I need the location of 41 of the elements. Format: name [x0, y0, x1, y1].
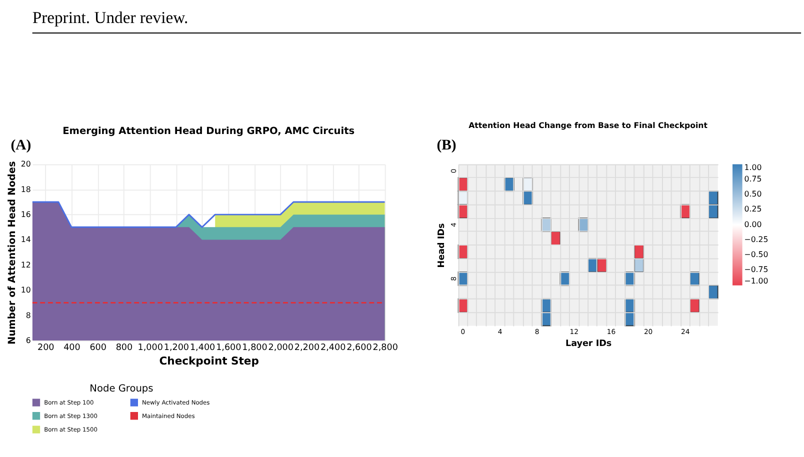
chart-title: Attention Head Change from Base to Final Checkpoint	[468, 120, 708, 130]
y-tick-label: 10	[20, 286, 31, 295]
color-bar-label: −0.25	[744, 234, 768, 244]
color-bar-label: 0.75	[744, 174, 762, 184]
x-tick-label: 1,400	[190, 342, 216, 353]
x-tick-label: 2,400	[320, 342, 346, 353]
x-tick-label: 1,000	[138, 342, 164, 353]
y-axis-title: Number of Attention Head Nodes	[7, 160, 18, 345]
y-tick-label: 20	[20, 160, 31, 169]
y-tick-label: 6	[26, 336, 31, 345]
legend-title: Node Groups	[90, 383, 154, 394]
text: (A)	[10, 138, 32, 154]
x-tick-label: 2,000	[268, 342, 294, 353]
x-tick-label: 600	[90, 342, 107, 353]
x-tick-label: 1,800	[242, 342, 268, 353]
x-tick-label: 2,200	[294, 342, 320, 353]
text: (B)	[436, 138, 456, 154]
y-tick-label: 8	[26, 310, 31, 320]
x-tick-label: 200	[37, 342, 55, 353]
color-bar-label: 0.00	[744, 220, 762, 229]
chart-title: Emerging Attention Head During GRPO, AMC Circuits	[62, 126, 355, 137]
color-bar-label: −0.50	[744, 250, 768, 260]
x-tick-label: 2,600	[346, 342, 372, 353]
text: Preprint. Under review.	[32, 8, 188, 28]
y-axis-title: Head IDs	[437, 223, 448, 268]
x-axis-title: Checkpoint Step	[159, 354, 260, 368]
y-tick-label: 14	[20, 235, 31, 244]
color-bar-label: −1.00	[744, 276, 768, 286]
x-tick-label: 2,800	[372, 342, 398, 353]
x-tick-label: 1,200	[164, 342, 190, 353]
y-tick-label: 18	[20, 184, 31, 194]
color-bar-label: −0.75	[744, 265, 768, 274]
x-tick-label: 1,600	[216, 342, 242, 353]
color-bar-label: 0.25	[744, 204, 762, 214]
color-bar-label: 0.50	[744, 189, 762, 198]
y-tick-label: 12	[20, 260, 31, 270]
color-bar-label: 1.00	[744, 163, 762, 172]
x-tick-label: 400	[64, 342, 81, 353]
y-tick-label: 16	[20, 210, 31, 220]
x-tick-label: 800	[116, 342, 133, 353]
x-axis-title: Layer IDs	[565, 338, 612, 349]
